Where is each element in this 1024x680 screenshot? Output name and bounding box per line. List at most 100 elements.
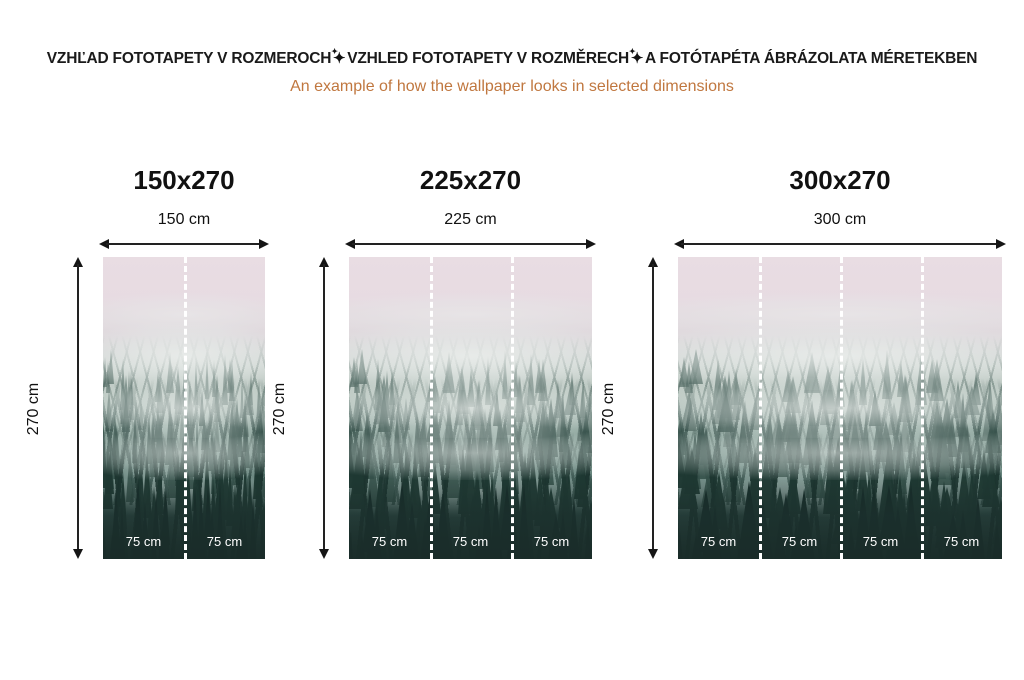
conifer-tree: [138, 398, 145, 431]
title-segment-sk: VZHĽAD FOTOTAPETY V ROZMEROCH: [46, 50, 332, 67]
height-dimension-arrow-2: [648, 257, 658, 559]
header: VZHĽAD FOTOTAPETY V ROZMEROCH ✦ ✦ VZHLED…: [0, 46, 1024, 96]
conifer-tree: [781, 370, 794, 403]
wallpaper-preview-1: 75 cm 75 cm 75 cm: [349, 257, 592, 559]
segment-label-0-1: 75 cm: [206, 534, 243, 549]
conifer-tree: [249, 372, 254, 406]
panel-height-label-1: 270 cm: [271, 382, 288, 436]
segment-label-2-1: 75 cm: [781, 534, 818, 549]
conifer-tree: [549, 411, 558, 457]
conifer-tree: [221, 353, 228, 405]
sparkle-big-glyph-2: ✦: [630, 49, 644, 67]
panel-title-2: 300x270: [789, 165, 891, 195]
height-dimension-arrow-1: [319, 257, 329, 559]
panel-divider: [184, 257, 187, 559]
wallpaper-preview-0: 75 cm 75 cm: [103, 257, 265, 559]
arrow-head-left-icon: [99, 239, 109, 249]
conifer-tree: [558, 393, 567, 453]
panel-width-label-0: 150 cm: [157, 211, 211, 228]
panel-title-1: 225x270: [419, 165, 522, 195]
panel-divider: [511, 257, 514, 559]
title-segment-hu: A FOTÓTAPÉTA ÁBRÁZOLATA MÉRETEKBEN: [645, 50, 978, 67]
arrow-head-right-icon: [259, 239, 269, 249]
conifer-tree: [538, 359, 549, 402]
conifer-tree: [432, 422, 441, 461]
arrow-line: [352, 243, 589, 245]
wallpaper-preview-2: 75 cm 75 cm 75 cm 75 cm: [678, 257, 1002, 559]
panel-divider: [840, 257, 843, 559]
conifer-tree: [873, 408, 886, 450]
conifer-tree: [526, 353, 535, 405]
conifer-tree: [229, 359, 236, 402]
arrow-head-down-icon: [319, 549, 329, 559]
sparkle-small-glyph: ✦: [331, 46, 338, 56]
arrow-line: [77, 264, 79, 552]
conifer-tree: [158, 422, 163, 461]
conifer-tree: [106, 398, 111, 431]
conifer-tree: [354, 360, 361, 393]
conifer-tree: [501, 349, 508, 399]
conifer-tree: [945, 411, 958, 457]
arrow-head-right-icon: [586, 239, 596, 249]
sparkle-big-glyph: ✦: [333, 49, 346, 67]
conifer-tree: [193, 355, 198, 405]
conifer-tree: [970, 372, 981, 406]
arrow-line: [681, 243, 999, 245]
arrow-head-down-icon: [73, 549, 83, 559]
panel-divider: [430, 257, 433, 559]
segment-label-2-2: 75 cm: [862, 534, 899, 549]
arrow-line: [323, 264, 325, 552]
conifer-tree: [859, 355, 868, 405]
segment-label-1-0: 75 cm: [371, 534, 408, 549]
conifer-tree: [443, 352, 456, 394]
conifer-tree: [402, 398, 411, 431]
segment-label-2-3: 75 cm: [943, 534, 980, 549]
conifer-tree: [930, 359, 945, 402]
arrow-head-left-icon: [345, 239, 355, 249]
conifer-tree: [899, 373, 912, 413]
segment-label-1-1: 75 cm: [452, 534, 489, 549]
width-dimension-arrow-2: [674, 239, 1006, 249]
conifer-tree: [957, 393, 968, 453]
conifer-tree: [122, 390, 131, 432]
width-dimension-arrow-0: [99, 239, 269, 249]
arrow-head-up-icon: [319, 257, 329, 267]
panel-width-label-2: 300 cm: [813, 211, 867, 228]
conifer-tree: [514, 373, 523, 413]
panel-height-label-2: 270 cm: [600, 382, 617, 436]
conifer-tree: [165, 352, 174, 394]
arrow-head-up-icon: [648, 257, 658, 267]
size-preview-panels: 150x270 150 cm 270 cm 75 cm 75 cm: [0, 165, 1024, 585]
height-dimension-arrow-0: [73, 257, 83, 559]
segment-label-2-0: 75 cm: [700, 534, 737, 549]
title-segment-cs: VZHLED FOTOTAPETY V ROZMĚRECH: [347, 50, 630, 67]
conifer-tree: [213, 373, 220, 413]
panel-height-label-0: 270 cm: [25, 382, 42, 436]
conifer-tree: [154, 370, 161, 403]
page-title: VZHĽAD FOTOTAPETY V ROZMEROCH ✦ ✦ VZHLED…: [0, 46, 1024, 68]
conifer-tree: [803, 352, 820, 394]
arrow-head-down-icon: [648, 549, 658, 559]
segment-label-1-2: 75 cm: [533, 534, 570, 549]
conifer-tree: [495, 408, 506, 450]
arrow-head-left-icon: [674, 239, 684, 249]
sparkle-small-glyph-2: ✦: [629, 46, 636, 56]
panel-divider: [759, 257, 762, 559]
panel-divider: [921, 257, 924, 559]
conifer-tree: [242, 393, 247, 453]
sparkle-icon: ✦ ✦: [331, 47, 347, 67]
arrow-line: [106, 243, 262, 245]
conifer-tree: [467, 368, 475, 408]
page-subtitle: An example of how the wallpaper looks in…: [290, 78, 734, 95]
conifer-tree: [485, 355, 492, 405]
conifer-tree: [684, 360, 693, 393]
conifer-tree: [106, 360, 111, 393]
conifer-tree: [378, 390, 391, 432]
segment-label-0-0: 75 cm: [125, 534, 162, 549]
arrow-head-up-icon: [73, 257, 83, 267]
conifer-tree: [204, 349, 209, 399]
arrow-head-right-icon: [996, 239, 1006, 249]
conifer-tree: [881, 349, 892, 399]
arrow-line: [652, 264, 654, 552]
conifer-tree: [200, 408, 207, 450]
